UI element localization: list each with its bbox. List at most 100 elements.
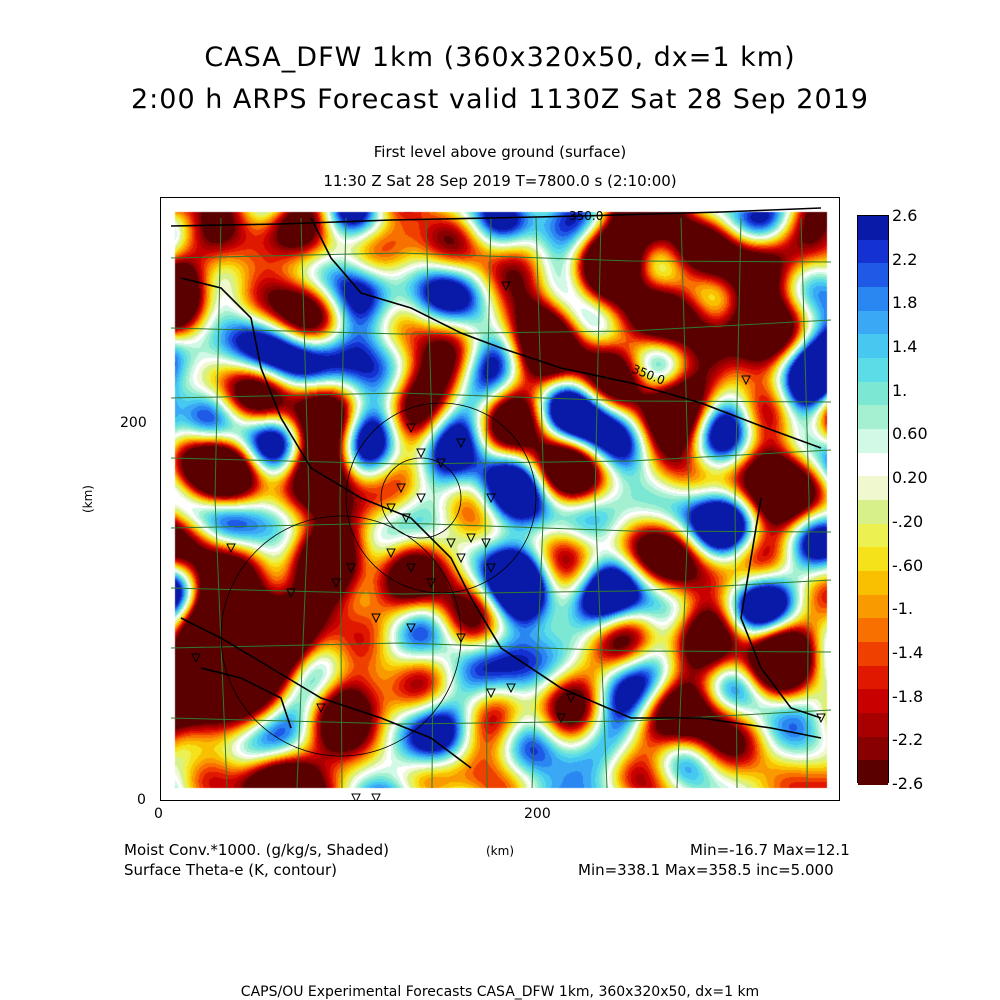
station-marker — [481, 538, 491, 549]
level-subtitle: First level above ground (surface) — [373, 143, 627, 161]
x-tick-label: 200 — [524, 806, 551, 822]
station-marker — [386, 503, 396, 514]
colorbar-segment — [858, 334, 888, 359]
colorbar-segment — [858, 216, 888, 241]
station-marker — [191, 653, 201, 664]
theta-e-contour — [180, 277, 822, 739]
theta-e-contour — [180, 617, 472, 769]
colorbar-label: 1.4 — [892, 337, 918, 357]
station-marker — [446, 538, 456, 549]
station-marker — [416, 448, 426, 459]
station-marker — [316, 703, 326, 714]
x-tick-label: 0 — [154, 806, 163, 822]
shaded-min-max: Min=-16.7 Max=12.1 — [690, 841, 850, 859]
station-marker — [286, 588, 296, 599]
contour-min-max: Min=338.1 Max=358.5 inc=5.000 — [578, 861, 834, 879]
county-border — [170, 642, 832, 653]
station-marker — [486, 563, 496, 574]
theta-e-contours — [170, 207, 822, 769]
colorbar-segment — [858, 618, 888, 643]
county-border — [676, 217, 690, 789]
colorbar-label: 2.2 — [892, 249, 918, 269]
colorbar-segment — [858, 500, 888, 525]
station-marker — [346, 563, 356, 574]
station-markers — [191, 281, 826, 800]
colorbar-segment — [858, 263, 888, 288]
station-marker — [386, 548, 396, 559]
colorbar-segment — [858, 239, 888, 264]
station-marker — [226, 543, 236, 554]
colorbar-segment — [858, 642, 888, 667]
colorbar-label: 2.6 — [892, 206, 918, 225]
chart-forecast-title: 2:00 h ARPS Forecast valid 1130Z Sat 28 … — [131, 84, 869, 115]
county-borders — [170, 217, 832, 789]
colorbar-label: 1.8 — [892, 293, 918, 313]
colorbar-segment — [858, 476, 888, 501]
colorbar-segment — [858, 665, 888, 690]
county-border — [170, 579, 832, 595]
station-marker — [396, 483, 406, 494]
colorbar-segment — [858, 594, 888, 619]
colorbar-label: -1.8 — [892, 686, 924, 706]
county-border — [594, 217, 608, 789]
station-marker — [556, 713, 566, 724]
county-border — [170, 709, 832, 725]
range-ring — [380, 457, 462, 539]
station-marker — [566, 693, 576, 704]
contour-field-legend: Surface Theta-e (K, contour) — [124, 861, 338, 879]
y-axis-unit: (km) — [81, 484, 96, 514]
colorbar-segment — [858, 429, 888, 454]
county-border — [170, 319, 832, 335]
colorbar-segment — [858, 452, 888, 477]
shaded-field — [161, 198, 839, 800]
station-marker — [456, 553, 466, 564]
station-marker — [741, 375, 751, 386]
shaded-field-legend: Moist Conv.*1000. (g/kg/s, Shaded) — [124, 841, 389, 859]
colorbar-label: -.60 — [892, 555, 924, 575]
station-marker — [466, 533, 476, 544]
time-subtitle: 11:30 Z Sat 28 Sep 2019 T=7800.0 s (2:10… — [323, 172, 677, 190]
county-border — [170, 449, 832, 465]
colorbar-segment — [858, 713, 888, 738]
y-tick-label: 200 — [120, 415, 147, 431]
station-marker — [486, 688, 496, 699]
colorbar-label: 0.20 — [892, 468, 928, 488]
x-axis-unit: (km) — [486, 844, 515, 858]
county-border — [800, 217, 810, 789]
theta-e-contour — [310, 217, 822, 449]
county-border — [531, 217, 545, 789]
station-marker — [351, 793, 361, 800]
station-marker — [406, 423, 416, 434]
station-marker — [401, 513, 411, 524]
county-border — [484, 217, 492, 789]
colorbar-label: 0.60 — [892, 424, 928, 444]
chart-title: CASA_DFW 1km (360x320x50, dx=1 km) — [204, 42, 796, 73]
colorbar-label: -2.6 — [892, 774, 924, 793]
county-border — [170, 252, 832, 263]
colorbar-segment — [858, 547, 888, 572]
station-marker — [816, 713, 826, 724]
colorbar-segment — [858, 310, 888, 335]
station-marker — [406, 563, 416, 574]
county-border — [214, 217, 228, 789]
colorbar-segment — [858, 689, 888, 714]
colorbar-segment — [858, 287, 888, 312]
colorbar-segment — [858, 381, 888, 406]
theta-e-contour — [200, 667, 292, 729]
colorbar-label: -1. — [892, 599, 914, 619]
colorbar-segment — [858, 736, 888, 761]
county-border — [734, 217, 742, 789]
colorbar-label: -2.2 — [892, 730, 924, 750]
credit-line: CAPS/OU Experimental Forecasts CASA_DFW … — [240, 984, 760, 1000]
station-marker — [506, 683, 516, 694]
colorbar-label: -.20 — [892, 511, 924, 531]
y-tick-label: 0 — [137, 792, 146, 808]
station-marker — [501, 281, 511, 292]
contour-label: 350.0 — [569, 209, 603, 223]
county-border — [339, 217, 347, 789]
theta-e-contour — [740, 497, 822, 719]
station-marker — [436, 458, 446, 469]
range-ring — [220, 515, 462, 757]
station-marker — [371, 613, 381, 624]
station-marker — [416, 493, 426, 504]
